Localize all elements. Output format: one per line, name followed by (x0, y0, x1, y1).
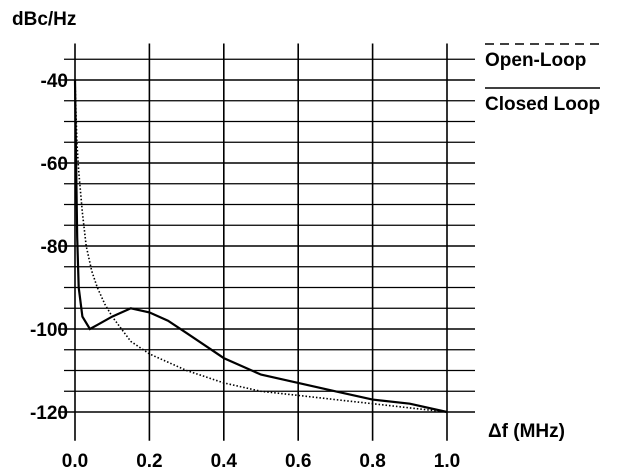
x-tick-label: 0.8 (359, 451, 385, 472)
legend-label: Closed Loop (485, 94, 600, 115)
y-tick-label: -80 (41, 237, 68, 258)
legend-label: Open-Loop (485, 50, 586, 71)
y-axis-label: dBc/Hz (12, 9, 76, 30)
line-series (73, 79, 448, 414)
y-tick-label: -60 (41, 154, 68, 175)
x-tick-label: 0.0 (62, 451, 88, 472)
x-tick-label: 0.4 (211, 451, 238, 472)
y-tick-label: -100 (30, 320, 68, 341)
x-axis-label: Δf (MHz) (488, 421, 565, 442)
x-tick-label: 0.6 (285, 451, 311, 472)
y-tick-label: -40 (41, 71, 68, 92)
x-tick-label: 0.2 (136, 451, 162, 472)
y-tick-label: -120 (30, 403, 68, 424)
line-series (74, 79, 448, 413)
x-tick-label: 1.0 (434, 451, 460, 472)
